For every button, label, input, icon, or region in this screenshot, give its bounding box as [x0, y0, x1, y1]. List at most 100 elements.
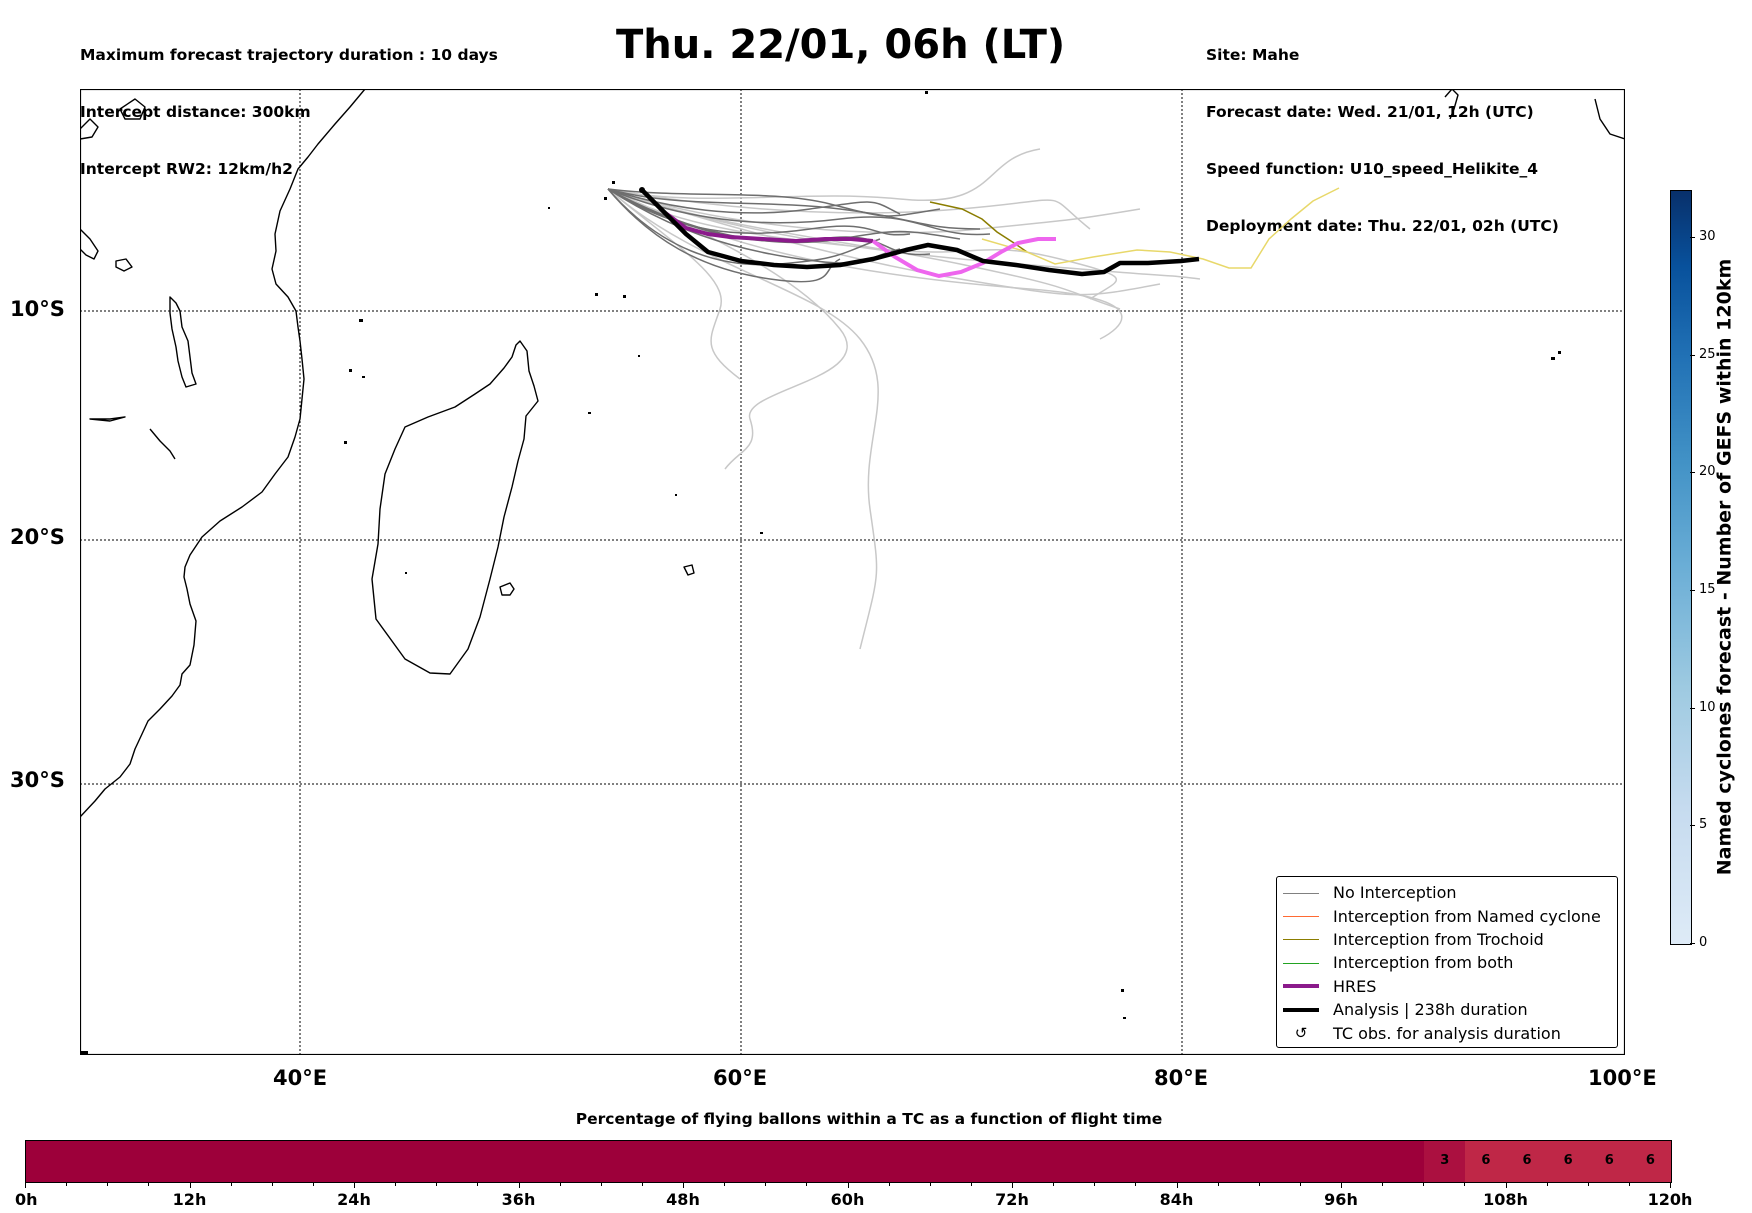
- reunion-island: [499, 582, 515, 596]
- percentage-bar-tick-mark: [230, 1182, 232, 1186]
- legend-label: HRES: [1333, 976, 1377, 996]
- percentage-bar-value: 3: [1440, 1153, 1450, 1168]
- bottom-bar-title: Percentage of flying ballons within a TC…: [575, 1110, 1163, 1128]
- east-africa-lake-2: [80, 228, 99, 260]
- percentage-bar-tick-mark: [66, 1182, 68, 1186]
- lat-label-20s: 20°S: [10, 525, 65, 549]
- percentage-bar: 3 6 6 6 6 6: [25, 1140, 1672, 1183]
- legend-line-swatch: [1283, 906, 1319, 926]
- percentage-bar-tick-mark: [518, 1182, 520, 1188]
- percentage-bar-tick-mark: [1505, 1182, 1507, 1188]
- colorbar-tick-label: 10: [1699, 699, 1716, 715]
- legend-item-named-cyclone: Interception from Named cyclone: [1283, 904, 1611, 927]
- legend-line-swatch: [1283, 953, 1319, 973]
- yellow-member-track: [981, 187, 1340, 269]
- east-africa-lake-7: [149, 428, 176, 460]
- percentage-bar-tick-mark: [724, 1182, 726, 1186]
- east-africa-lake-6: [89, 416, 126, 422]
- percentage-bar-tick-mark: [312, 1182, 314, 1186]
- colorbar-tick-label: 30: [1699, 229, 1716, 245]
- percentage-bar-tick-mark: [1176, 1182, 1178, 1188]
- legend-label: No Interception: [1333, 883, 1457, 903]
- colorbar-tick-label: 15: [1699, 582, 1716, 598]
- percentage-bar-tick-mark: [641, 1182, 643, 1186]
- percentage-bar-tick-label: 120h: [1647, 1190, 1693, 1209]
- percentage-bar-tick-mark: [1628, 1182, 1630, 1186]
- east-africa-lake-3: [115, 258, 133, 272]
- percentage-bar-tick-mark: [189, 1182, 191, 1188]
- percentage-bar-tick-mark: [354, 1182, 355, 1188]
- legend-label: Interception from Named cyclone: [1333, 906, 1601, 926]
- percentage-bar-tick-mark: [1135, 1182, 1137, 1186]
- percentage-bar-tick-label: 96h: [1324, 1190, 1358, 1209]
- colorbar-tick-mark: [1690, 590, 1695, 592]
- info-line: Speed function: U10_speed_Helikite_4: [1206, 160, 1539, 178]
- percentage-bar-tick-mark: [765, 1182, 767, 1186]
- legend-item-analysis: Analysis | 238h duration: [1283, 998, 1611, 1021]
- percentage-bar-tick-mark: [25, 1182, 26, 1188]
- percentage-bar-tick-mark: [929, 1182, 931, 1186]
- colorbar-tick-mark: [1690, 707, 1695, 709]
- colorbar-tick-mark: [1690, 825, 1695, 827]
- legend-line-swatch: [1283, 929, 1319, 949]
- percentage-bar-tick-label: 12h: [172, 1190, 207, 1209]
- lon-label-40e: 40°E: [273, 1066, 328, 1090]
- colorbar-tick-label: 5: [1699, 817, 1708, 833]
- percentage-bar-value: 6: [1522, 1153, 1532, 1168]
- percentage-bar-tick-label: 24h: [337, 1190, 371, 1209]
- percentage-bar-tick-mark: [1587, 1182, 1589, 1186]
- legend-label: Interception from Trochoid: [1333, 929, 1544, 949]
- percentage-bar-tick-mark: [148, 1182, 150, 1186]
- release-site-marker: [639, 187, 645, 193]
- colorbar-tick-mark: [1690, 943, 1695, 944]
- percentage-bar-tick-label: 48h: [666, 1190, 700, 1209]
- colorbar-tick-mark: [1690, 237, 1695, 239]
- percentage-bar-value: 6: [1604, 1153, 1614, 1168]
- mauritius-island: [683, 564, 695, 576]
- east-africa-lake-1: [169, 296, 197, 388]
- percentage-bar-tick-label: 72h: [995, 1190, 1029, 1209]
- legend: No Interception Interception from Named …: [1276, 876, 1618, 1048]
- colorbar-title: Named cyclones forecast - Number of GEFS…: [1713, 258, 1736, 875]
- info-line: Intercept RW2: 12km/h2: [80, 160, 293, 178]
- colorbar-tick-mark: [1690, 472, 1695, 474]
- percentage-bar-tick-mark: [395, 1182, 397, 1186]
- percentage-bar-tick-mark: [1012, 1182, 1013, 1188]
- legend-line-swatch: [1283, 883, 1319, 903]
- percentage-bar-tick-mark: [271, 1182, 273, 1186]
- percentage-bar-tick-mark: [806, 1182, 808, 1186]
- colorbar-tick-mark: [1690, 354, 1695, 356]
- percentage-bar-tick-mark: [1299, 1182, 1301, 1186]
- info-line: Forecast date: Wed. 21/01, 12h (UTC): [1206, 103, 1534, 121]
- percentage-bar-segment: 6: [1506, 1141, 1548, 1182]
- percentage-bar-tick-mark: [1546, 1182, 1548, 1186]
- percentage-bar-value: 6: [1563, 1153, 1573, 1168]
- tc-symbol-icon: ↺: [1294, 1024, 1308, 1043]
- ensemble-members-light: [607, 148, 1201, 650]
- trajectory-map: [80, 89, 1625, 1055]
- percentage-bar-tick-mark: [683, 1182, 684, 1188]
- percentage-bar-tick-mark: [559, 1182, 561, 1186]
- info-line: Deployment date: Thu. 22/01, 02h (UTC): [1206, 217, 1559, 235]
- percentage-bar-tick-label: 36h: [501, 1190, 536, 1209]
- africa-coastline: [80, 89, 366, 818]
- percentage-bar-tick-mark: [970, 1182, 972, 1186]
- percentage-bar-segment: 3: [1424, 1141, 1466, 1182]
- percentage-bar-tick-mark: [436, 1182, 438, 1186]
- legend-item-hres: HRES: [1283, 975, 1611, 998]
- legend-line-swatch: [1283, 1000, 1319, 1020]
- legend-label: Analysis | 238h duration: [1333, 1000, 1528, 1020]
- percentage-bar-tick-mark: [600, 1182, 602, 1186]
- info-line: Site: Mahe: [1206, 46, 1300, 64]
- percentage-bar-value: 6: [1481, 1153, 1491, 1168]
- madagascar-coastline: [371, 340, 539, 675]
- percentage-bar-tick-label: 84h: [1159, 1190, 1194, 1209]
- lon-label-60e: 60°E: [713, 1066, 768, 1090]
- lat-label-30s: 30°S: [10, 768, 65, 792]
- percentage-bar-tick-label: 60h: [830, 1190, 865, 1209]
- info-line: Maximum forecast trajectory duration : 1…: [80, 46, 498, 64]
- page-title: Thu. 22/01, 06h (LT): [616, 22, 1066, 68]
- percentage-bar-segment: 6: [1465, 1141, 1507, 1182]
- legend-item-both: Interception from both: [1283, 951, 1611, 974]
- percentage-bar-tick-mark: [1217, 1182, 1219, 1186]
